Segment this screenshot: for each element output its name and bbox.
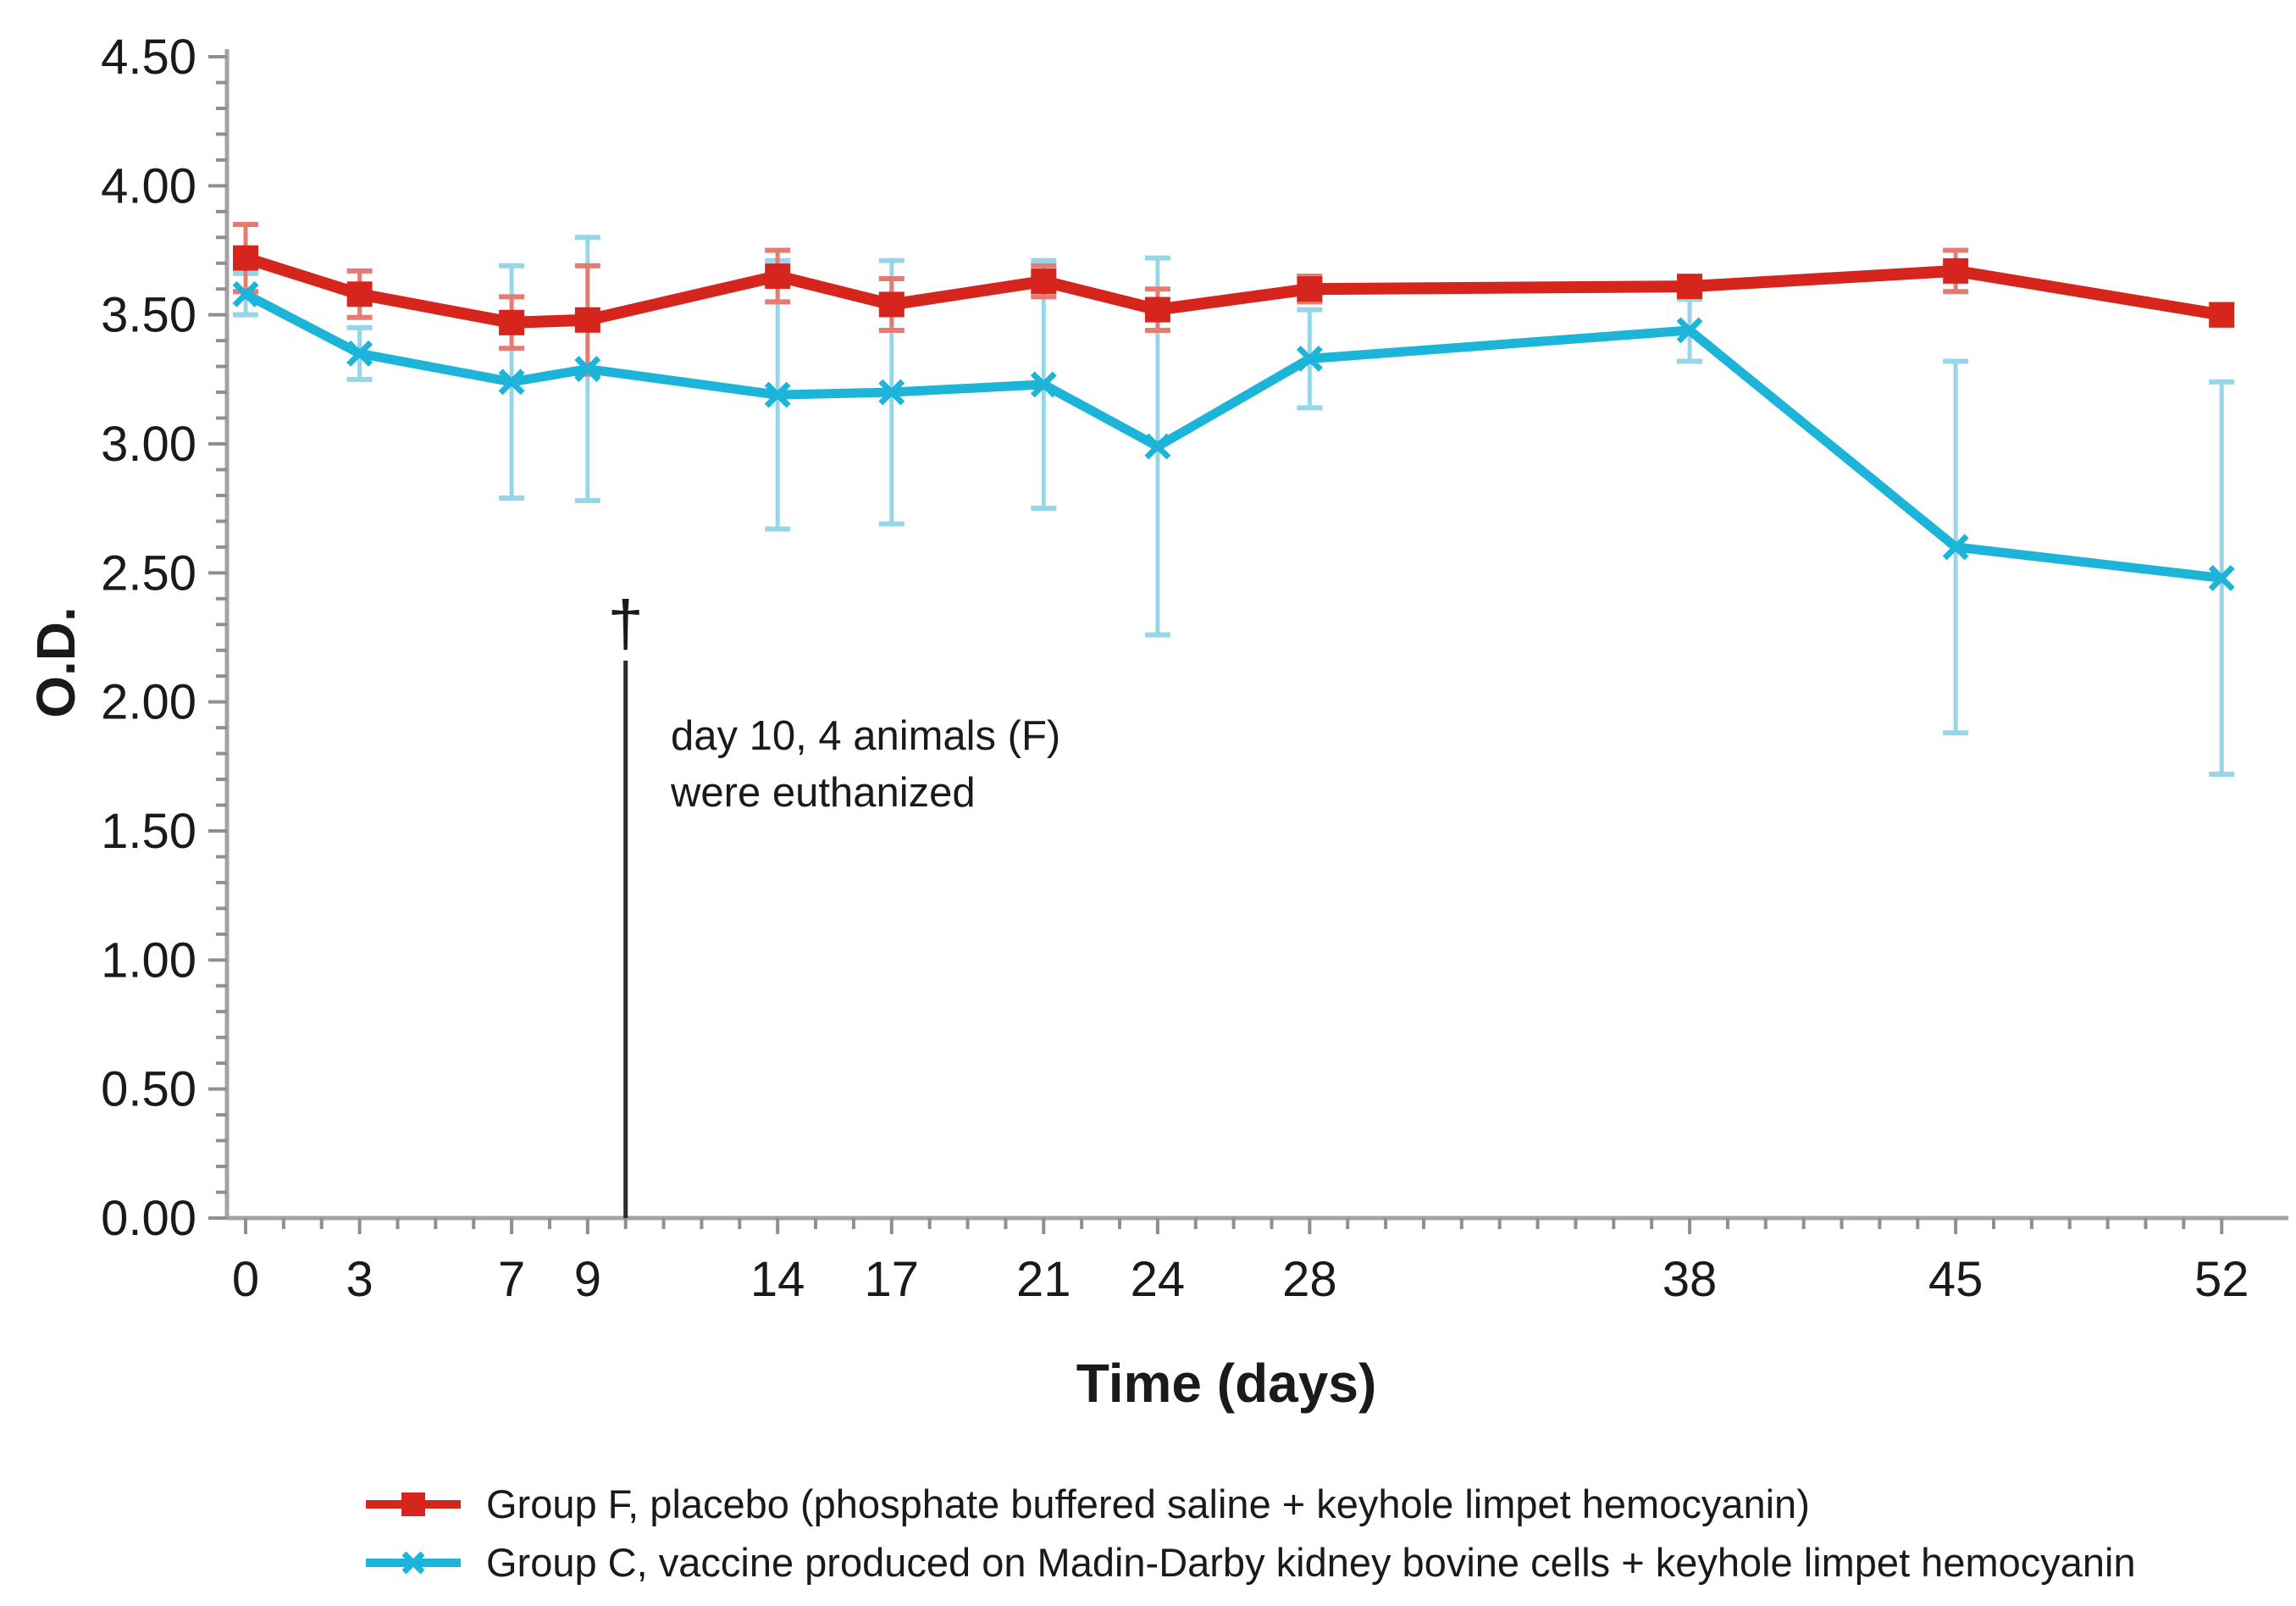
data-point-square (346, 281, 373, 307)
data-point-x (764, 381, 791, 408)
data-point-x (1676, 317, 1703, 344)
legend-label-group-f: Group F, placebo (phosphate buffered sal… (486, 1481, 1810, 1526)
x-tick-label: 45 (1928, 1252, 1983, 1307)
y-tick-label: 4.00 (101, 158, 196, 213)
series-group-c (232, 280, 2235, 591)
y-tick-label: 0.00 (101, 1191, 196, 1246)
x-tick-label: 24 (1131, 1252, 1186, 1307)
x-tick-label: 14 (750, 1252, 805, 1307)
y-tick-label: 3.00 (101, 417, 196, 472)
series-line (240, 252, 2228, 329)
y-axis-title: O.D. (25, 606, 86, 718)
annotation-line2: were euthanized (671, 769, 976, 816)
data-point-x (1030, 371, 1057, 398)
y-tick-label: 2.00 (101, 675, 196, 730)
y-tick-label: 3.50 (101, 288, 196, 343)
data-point-square (1677, 274, 1703, 300)
dagger-symbol: † (608, 588, 644, 660)
data-point-square (233, 245, 258, 271)
data-point-x (346, 340, 373, 367)
legend: Group F, placebo (phosphate buffered sal… (362, 1481, 2136, 1598)
series-group-f (233, 245, 2235, 335)
y-tick-label: 4.50 (101, 30, 196, 85)
annotation-marker: † (608, 588, 644, 1218)
data-point-x (2208, 564, 2235, 591)
data-point-x (574, 356, 601, 383)
data-point-x (1296, 345, 1323, 372)
y-axis-ticks: 0.00 0.50 1.00 1.50 2.00 2.50 3.00 3.50 4.00 4.50 (101, 30, 227, 1246)
annotation-line1: day 10, 4 animals (F) (671, 713, 1061, 759)
x-tick-label: 9 (574, 1252, 601, 1307)
series-line (241, 289, 2227, 583)
y-tick-label: 2.50 (101, 545, 196, 601)
x-tick-label: 38 (1663, 1252, 1718, 1307)
data-point-square (1031, 269, 1057, 295)
data-point-square (765, 263, 791, 289)
data-point-x (232, 280, 259, 307)
axes (224, 49, 2288, 1221)
legend-marker-square-red-icon (366, 1492, 461, 1516)
x-tick-label: 0 (232, 1252, 259, 1307)
data-point-x (498, 368, 525, 396)
data-point-x (1144, 433, 1171, 460)
x-tick-label: 28 (1282, 1252, 1337, 1307)
data-point-square (878, 291, 905, 318)
data-point-square (2209, 302, 2235, 328)
y-tick-label: 1.00 (101, 933, 196, 988)
legend-x (401, 1551, 425, 1574)
x-tick-label: 17 (865, 1252, 920, 1307)
data-point-square (574, 307, 600, 333)
legend-label-group-c: Group C, vaccine produced on Madin-Darby… (486, 1540, 2136, 1585)
legend-square (401, 1492, 425, 1516)
x-tick-label: 21 (1016, 1252, 1071, 1307)
data-point-x (1942, 534, 1969, 561)
legend-marker-x-cyan-icon (366, 1551, 461, 1574)
legend-item-group-f: Group F, placebo (phosphate buffered sal… (362, 1481, 2136, 1527)
y-tick-label: 0.50 (101, 1062, 196, 1117)
x-axis-ticks: 0 3 7 9 14 17 21 24 28 38 45 52 (232, 1218, 2249, 1307)
legend-item-group-c: Group C, vaccine produced on Madin-Darby… (362, 1539, 2136, 1586)
data-point-square (1943, 258, 1969, 284)
data-point-x (878, 379, 905, 406)
data-point-square (1297, 276, 1323, 302)
y-tick-label: 1.50 (101, 804, 196, 859)
annotation-day10-euthanized: day 10, 4 animals (F) were euthanized (671, 708, 1060, 821)
x-axis-title: Time (days) (1076, 1353, 1377, 1414)
x-tick-label: 52 (2194, 1252, 2249, 1307)
x-tick-label: 3 (346, 1252, 373, 1307)
data-point-square (499, 309, 525, 335)
x-tick-label: 7 (498, 1252, 525, 1307)
data-point-square (1144, 296, 1170, 323)
